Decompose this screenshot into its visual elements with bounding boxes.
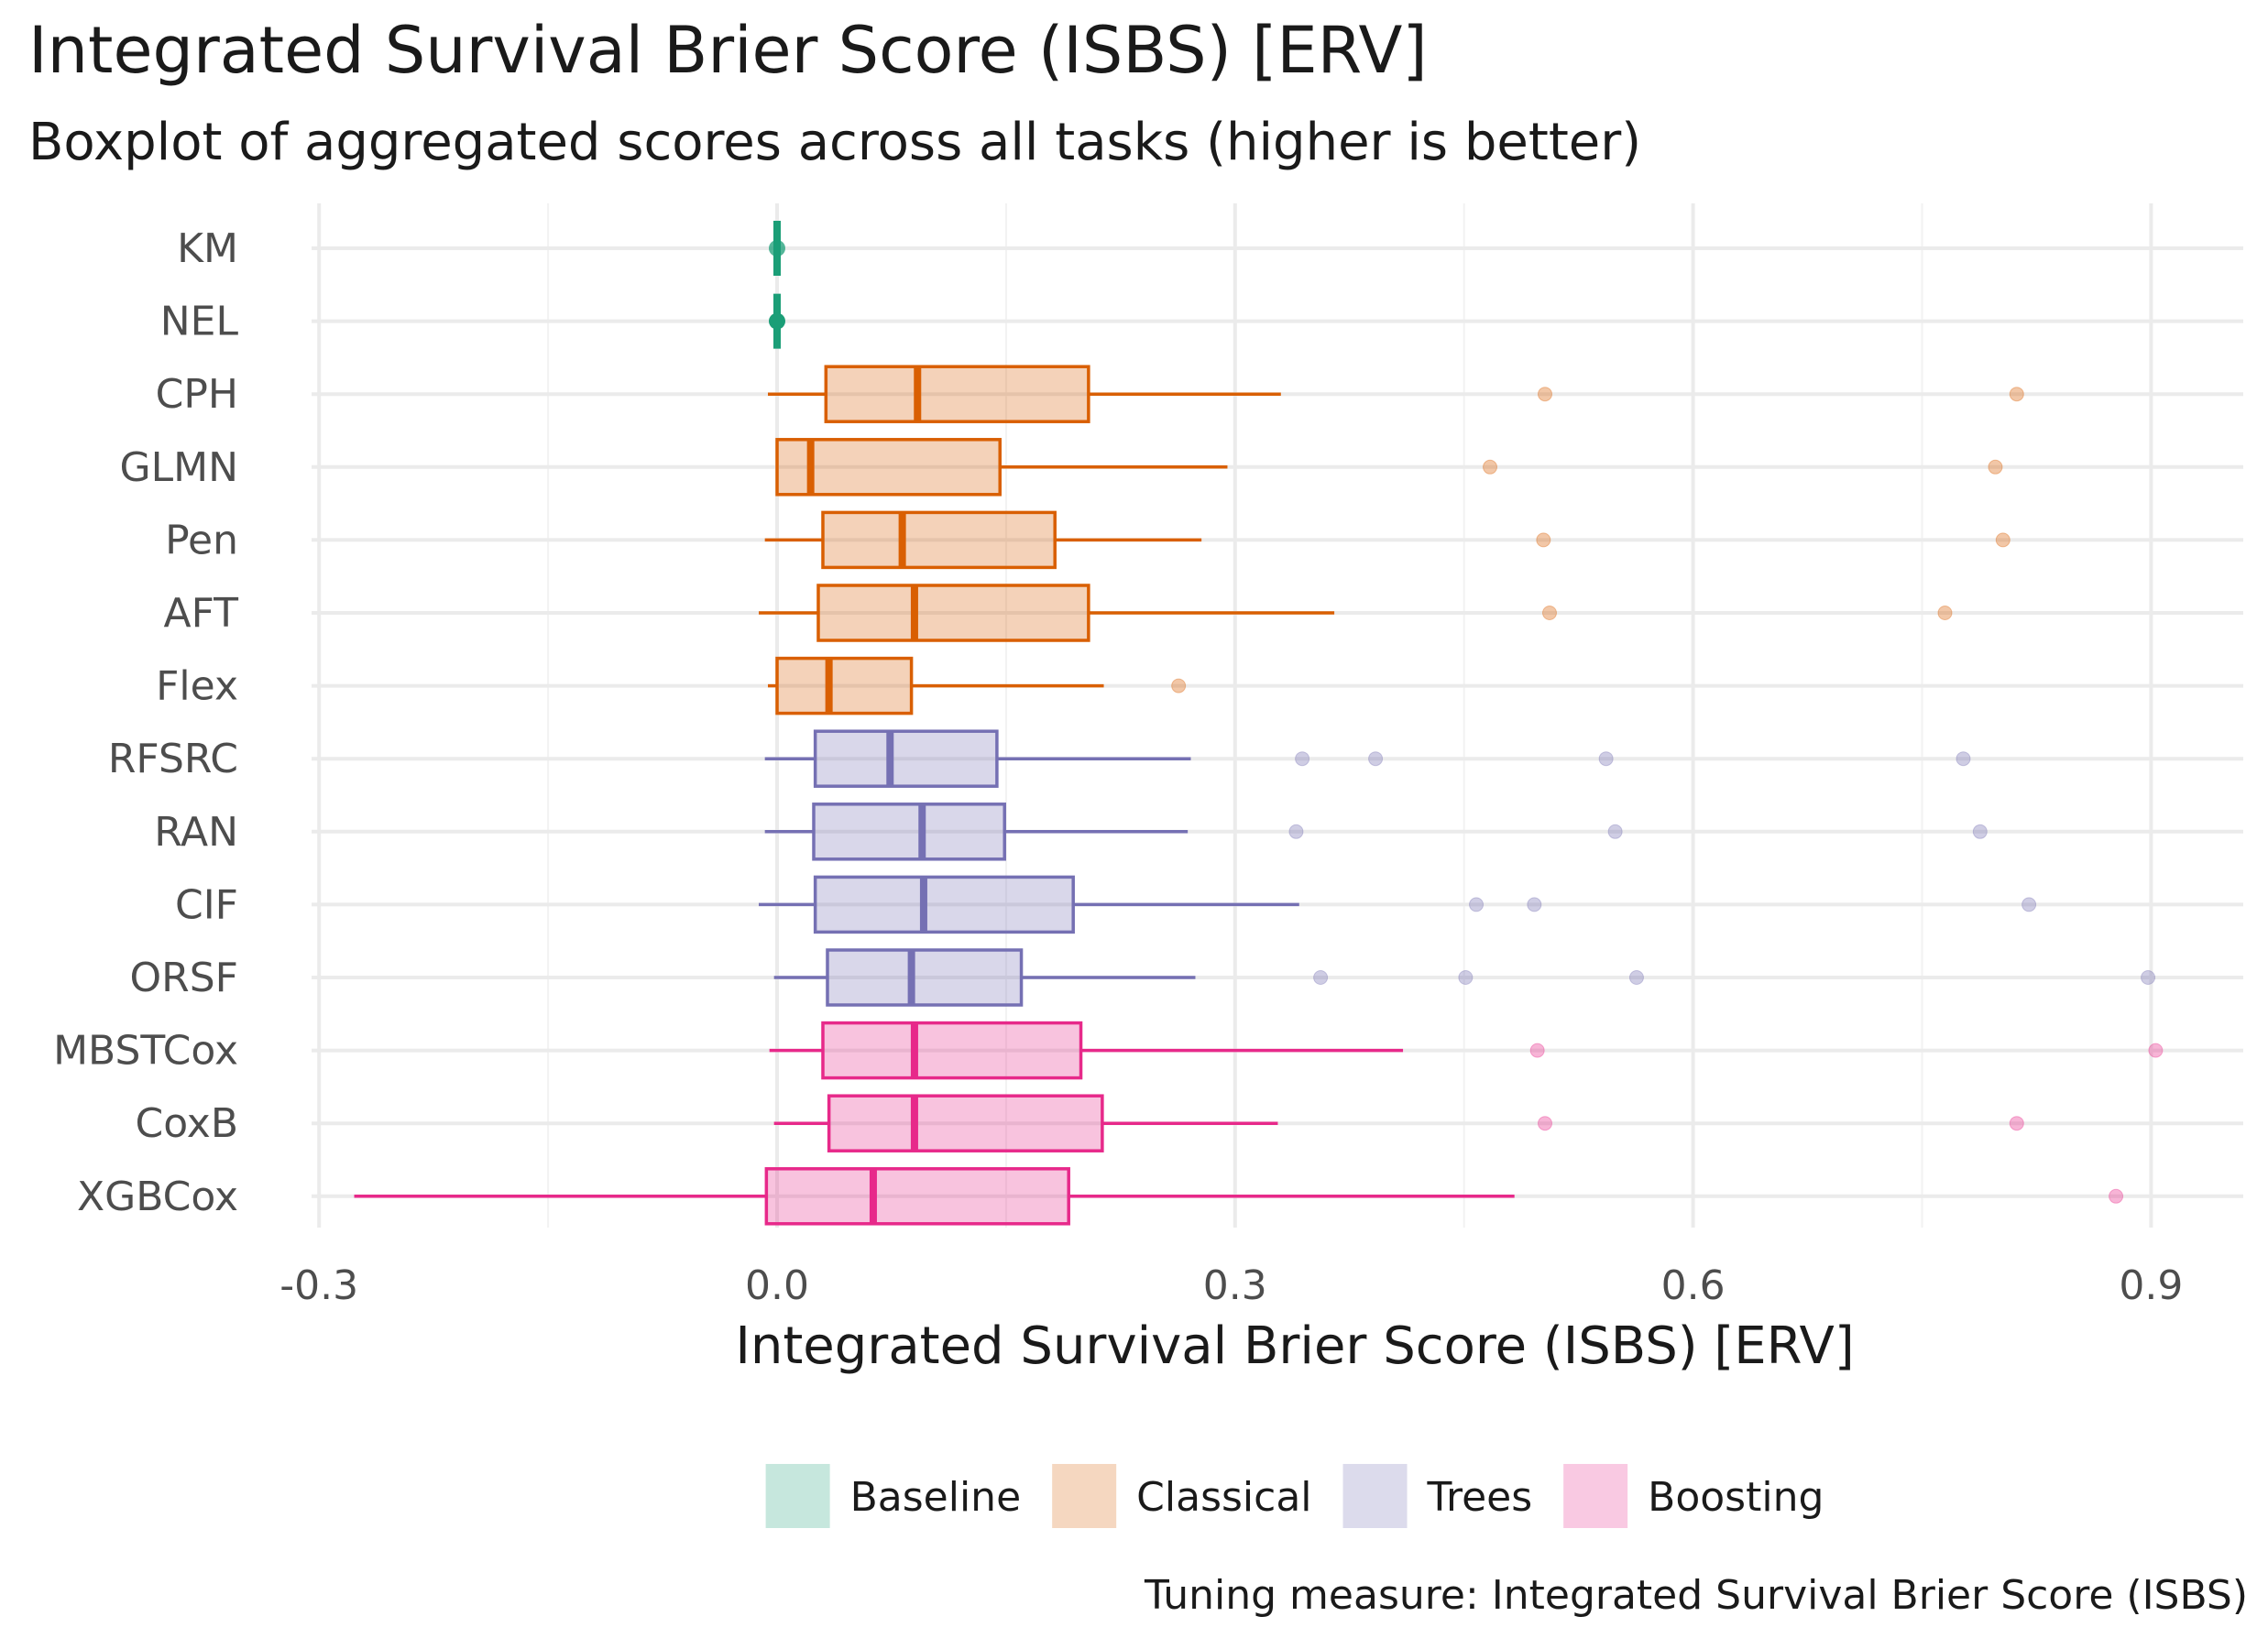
iqr-box: [813, 875, 1075, 934]
legend-key: [1563, 1464, 1628, 1528]
y-tick-label: AFT: [163, 590, 238, 637]
box-coxb: [773, 1094, 2024, 1152]
outlier-point: [2021, 897, 2037, 912]
legend-item-baseline: Baseline: [765, 1464, 1022, 1528]
iqr-box: [824, 365, 1090, 423]
legend-item-classical: Classical: [1052, 1464, 1312, 1528]
y-tick-label: MBSTCox: [53, 1028, 238, 1075]
legend-key: [1052, 1464, 1117, 1528]
box-ran: [764, 803, 1988, 861]
outlier-point: [1527, 897, 1542, 912]
outlier-point: [1288, 824, 1304, 839]
legend-item-trees: Trees: [1342, 1464, 1533, 1528]
box-pen: [764, 510, 2011, 570]
y-tick-label: RFSRC: [108, 736, 238, 782]
legend-label: Baseline: [850, 1474, 1022, 1521]
iqr-box: [816, 584, 1090, 642]
outlier-point: [1541, 606, 1557, 620]
box-series: [354, 221, 2164, 1226]
iqr-box: [775, 656, 914, 715]
outlier-point: [1537, 387, 1552, 402]
y-tick-label: GLMN: [120, 444, 239, 491]
box-cph: [768, 365, 2024, 423]
outlier-point: [2141, 970, 2156, 985]
iqr-box: [812, 803, 1006, 861]
chart-subtitle: Boxplot of aggregated scores across all …: [28, 113, 1642, 172]
x-tick-label: 0.9: [2119, 1262, 2183, 1309]
box-km: [769, 221, 785, 276]
axes: -0.3 0.0 0.3 0.6 0.9 KM NEL CPH GLMN Pen AFT Flex RF…: [53, 225, 2183, 1309]
x-axis-title: Integrated Survival Brier Score (ISBS) […: [735, 1316, 1854, 1376]
box-mbstcox: [769, 1021, 2164, 1080]
legend-label: Trees: [1427, 1474, 1533, 1521]
box-cif: [759, 875, 2037, 934]
outlier-point: [1469, 897, 1485, 912]
y-tick-label: XGBCox: [77, 1174, 238, 1220]
chart-caption: Tuning measure: Integrated Survival Brie…: [1145, 1572, 2248, 1619]
legend-label: Boosting: [1648, 1474, 1824, 1521]
outlier-point: [1956, 751, 1971, 767]
y-tick-label: CPH: [156, 371, 238, 418]
x-tick-label: 0.0: [745, 1262, 809, 1309]
y-tick-label: CIF: [175, 881, 238, 928]
y-tick-label: RAN: [154, 809, 238, 856]
box-rfsrc: [764, 729, 1971, 788]
outlier-point: [1295, 751, 1310, 767]
outlier-point: [1628, 970, 1644, 985]
outlier-point: [2148, 1043, 2164, 1058]
box-xgbcox: [354, 1167, 2124, 1226]
iqr-box: [821, 510, 1057, 570]
iqr-box: [813, 729, 999, 788]
x-tick-label: -0.3: [279, 1262, 358, 1309]
iqr-box: [764, 1167, 1070, 1226]
outlier-point: [769, 312, 785, 330]
box-orsf: [773, 948, 2156, 1007]
y-tick-label: Pen: [165, 517, 238, 563]
outlier-point: [1171, 678, 1187, 693]
outlier-point: [1988, 459, 2003, 475]
outlier-point: [1313, 970, 1329, 985]
legend-label: Classical: [1136, 1474, 1311, 1521]
outlier-point: [2109, 1188, 2124, 1204]
box-flex: [768, 656, 1187, 715]
outlier-point: [2009, 1116, 2024, 1131]
y-tick-label: ORSF: [130, 955, 238, 1001]
outlier-point: [1995, 532, 2011, 548]
chart-title: Integrated Survival Brier Score (ISBS) […: [28, 13, 1428, 88]
box-glmn: [775, 438, 2003, 497]
iqr-box: [826, 948, 1024, 1007]
x-tick-label: 0.3: [1203, 1262, 1267, 1309]
box-nel: [769, 293, 785, 349]
y-tick-label: KM: [177, 225, 238, 272]
x-tick-label: 0.6: [1661, 1262, 1726, 1309]
outlier-point: [1483, 459, 1498, 475]
outlier-point: [769, 240, 785, 257]
outlier-point: [1598, 751, 1614, 767]
y-tick-label: NEL: [160, 299, 239, 345]
grid-lines: [312, 203, 2243, 1228]
outlier-point: [1972, 824, 1988, 839]
legend-key: [1342, 1464, 1408, 1528]
outlier-point: [1529, 1043, 1545, 1058]
y-tick-label: Flex: [156, 663, 238, 710]
y-tick-label: CoxB: [135, 1100, 238, 1147]
legend: Baseline Classical Trees Boosting: [765, 1464, 1824, 1528]
outlier-point: [1537, 1116, 1552, 1131]
box-aft: [759, 584, 1953, 642]
iqr-box: [821, 1021, 1083, 1080]
outlier-point: [2009, 387, 2024, 402]
legend-item-boosting: Boosting: [1563, 1464, 1824, 1528]
outlier-point: [1607, 824, 1623, 839]
outlier-point: [1536, 532, 1551, 548]
iqr-box: [827, 1094, 1104, 1152]
outlier-point: [1368, 751, 1384, 767]
outlier-point: [1458, 970, 1474, 985]
outlier-point: [1937, 606, 1953, 620]
legend-key: [765, 1464, 830, 1528]
